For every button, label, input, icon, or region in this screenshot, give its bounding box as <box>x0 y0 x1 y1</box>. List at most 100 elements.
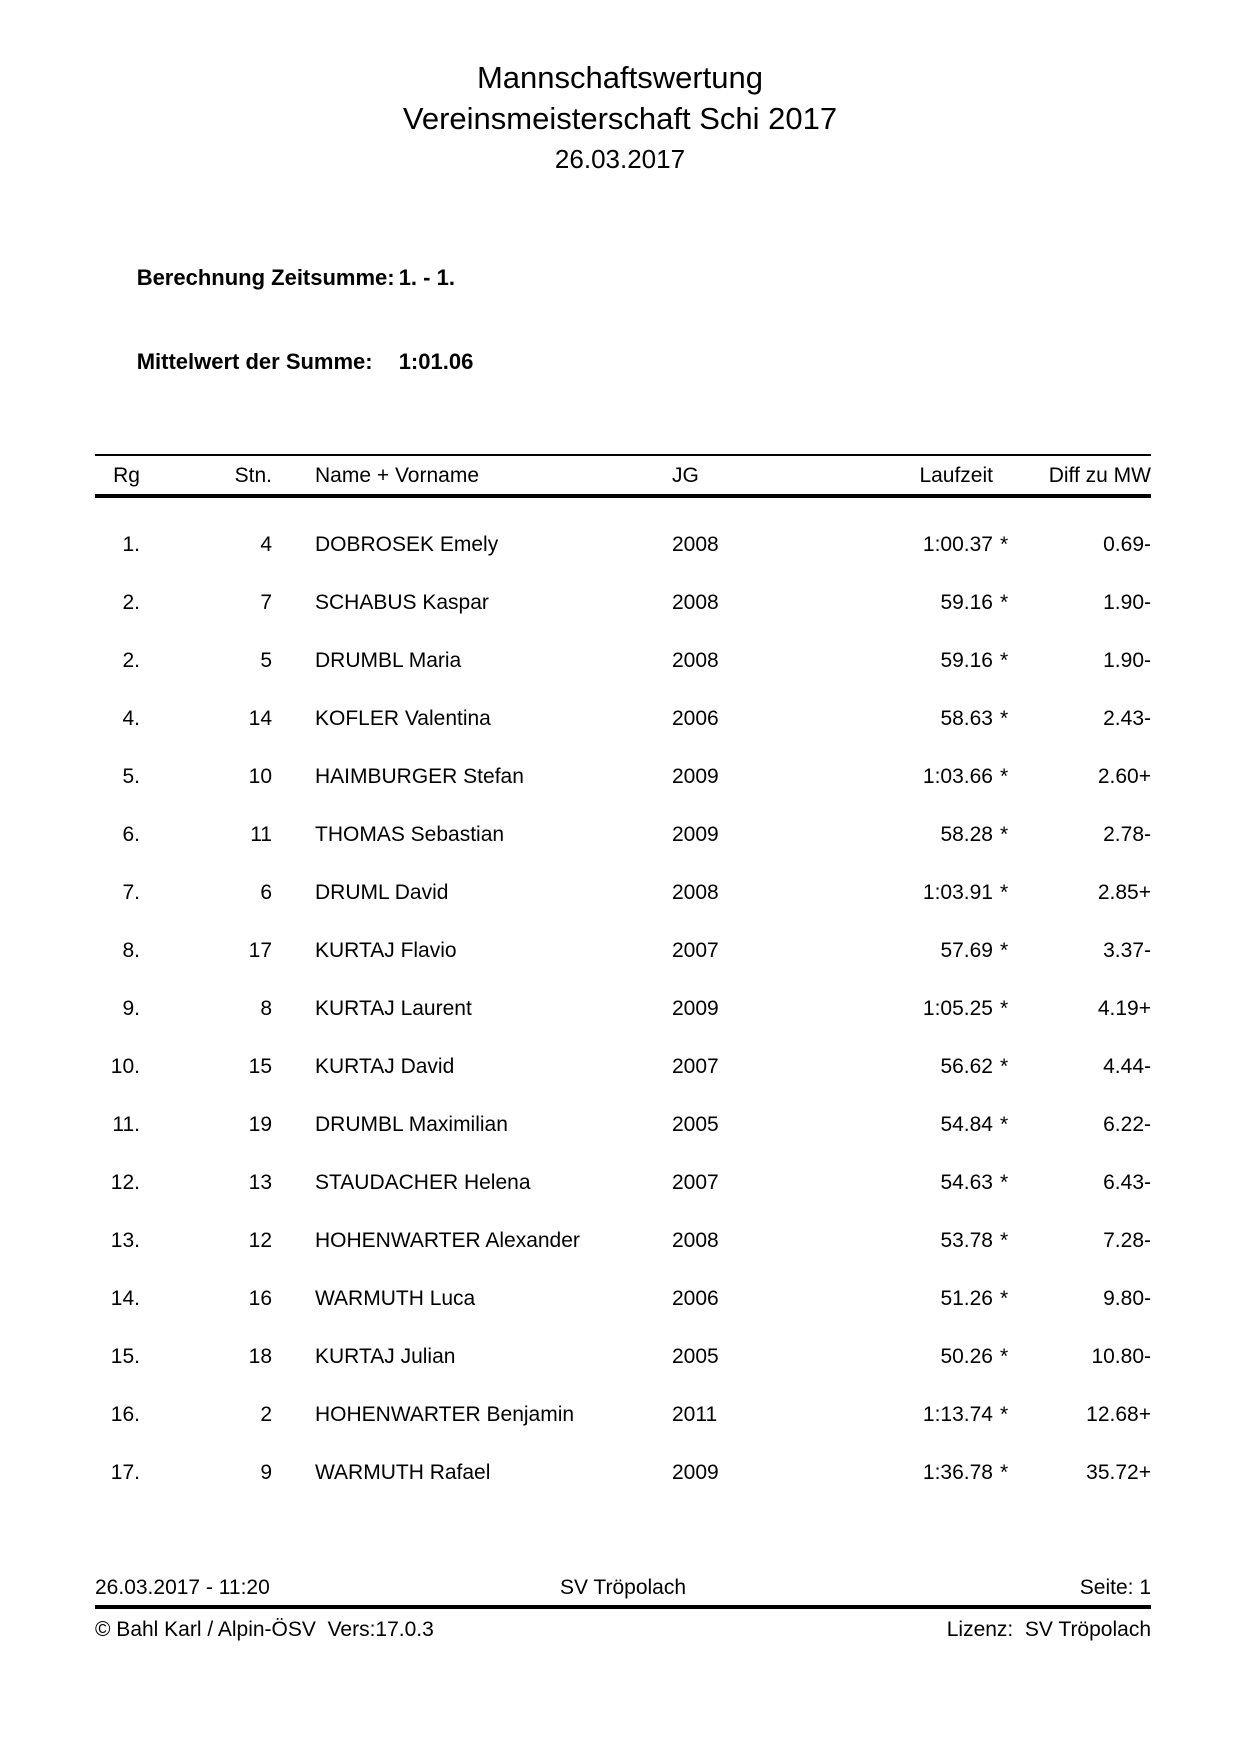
year-cell: 2006 <box>672 707 719 730</box>
diff-cell: 2.85+ <box>1097 881 1151 904</box>
header-diff: Diff zu MW <box>1048 464 1151 487</box>
rank-cell: 12. <box>110 1171 140 1194</box>
diff-cell: 0.69- <box>1103 533 1151 556</box>
time-cell: 1:05.25 <box>922 997 993 1020</box>
footer-copyright: © Bahl Karl / Alpin-ÖSV Vers:17.0.3 <box>95 1618 434 1641</box>
header-row: Rg Stn. Name + Vorname JG Laufzeit Diff … <box>95 455 1151 496</box>
rank-cell: 1. <box>122 533 140 556</box>
bib-cell: 15 <box>248 1055 272 1078</box>
table-row: 8. 17 KURTAJ Flavio 2007 57.69 * 3.37- <box>95 922 1151 980</box>
star-cell: * <box>1000 997 1009 1020</box>
bib-cell: 10 <box>248 765 272 788</box>
star-cell: * <box>1000 1171 1009 1194</box>
diff-cell: 6.22- <box>1103 1113 1151 1136</box>
star-cell: * <box>1000 823 1009 846</box>
diff-cell: 2.60+ <box>1097 765 1151 788</box>
rank-cell: 4. <box>122 707 140 730</box>
table-row: 6. 11 THOMAS Sebastian 2009 58.28 * 2.78- <box>95 806 1151 864</box>
table-row: 14. 16 WARMUTH Luca 2006 51.26 * 9.80- <box>95 1270 1151 1328</box>
diff-cell: 4.19+ <box>1097 997 1151 1020</box>
rank-cell: 2. <box>122 649 140 672</box>
name-cell: STAUDACHER Helena <box>315 1171 531 1194</box>
table-row: 2. 5 DRUMBL Maria 2008 59.16 * 1.90- <box>95 632 1151 690</box>
time-cell: 57.69 <box>940 939 993 962</box>
star-cell: * <box>1000 881 1009 904</box>
bib-cell: 5 <box>260 649 272 672</box>
rank-cell: 15. <box>110 1345 140 1368</box>
footer-license: Lizenz: SV Tröpolach <box>946 1618 1151 1641</box>
diff-cell: 2.43- <box>1103 707 1151 730</box>
calculation-summary: Berechnung Zeitsumme: 1. - 1. Mittelwert … <box>100 236 1240 404</box>
table-row: 16. 2 HOHENWARTER Benjamin 2011 1:13.74 * 12.6… <box>95 1386 1151 1444</box>
star-cell: * <box>1000 939 1009 962</box>
name-cell: KURTAJ Julian <box>315 1345 456 1368</box>
name-cell: KURTAJ David <box>315 1055 455 1078</box>
time-cell: 1:03.66 <box>922 765 993 788</box>
table-row: 7. 6 DRUML David 2008 1:03.91 * 2.85+ <box>95 864 1151 922</box>
year-cell: 2009 <box>672 765 719 788</box>
bib-cell: 11 <box>250 823 272 846</box>
name-cell: HOHENWARTER Alexander <box>315 1229 580 1252</box>
name-cell: DRUML David <box>315 881 449 904</box>
star-cell: * <box>1000 765 1009 788</box>
footer-page: Seite: 1 <box>1079 1576 1151 1599</box>
mean-value: 1:01.06 <box>398 349 474 374</box>
year-cell: 2011 <box>672 1403 718 1426</box>
time-cell: 53.78 <box>940 1229 993 1252</box>
diff-cell: 10.80- <box>1091 1345 1151 1368</box>
rank-cell: 8. <box>122 939 140 962</box>
header-rank: Rg <box>113 464 140 487</box>
name-cell: THOMAS Sebastian <box>315 823 505 846</box>
bib-cell: 13 <box>248 1171 272 1194</box>
year-cell: 2009 <box>672 823 719 846</box>
year-cell: 2008 <box>672 649 719 672</box>
time-cell: 58.63 <box>940 707 993 730</box>
table-row: 15. 18 KURTAJ Julian 2005 50.26 * 10.80- <box>95 1328 1151 1386</box>
bib-cell: 7 <box>260 591 272 614</box>
table-row: 13. 12 HOHENWARTER Alexander 2008 53.78 * 7.28… <box>95 1212 1151 1270</box>
name-cell: HOHENWARTER Benjamin <box>315 1403 575 1426</box>
diff-cell: 12.68+ <box>1086 1403 1151 1426</box>
star-cell: * <box>1000 591 1009 614</box>
year-cell: 2008 <box>672 591 719 614</box>
name-cell: KURTAJ Flavio <box>315 939 457 962</box>
results-header: Rg Stn. Name + Vorname JG Laufzeit Diff … <box>95 455 1151 496</box>
page-footer: 26.03.2017 - 11:20 SV Tröpolach Seite: 1… <box>95 1576 1151 1642</box>
bib-cell: 16 <box>248 1287 272 1310</box>
year-cell: 2009 <box>672 1461 719 1484</box>
rank-cell: 6. <box>122 823 140 846</box>
table-row: 4. 14 KOFLER Valentina 2006 58.63 * 2.43- <box>95 690 1151 748</box>
star-cell: * <box>1000 1345 1009 1368</box>
mean-label: Mittelwert der Summe: <box>136 349 373 374</box>
time-cell: 1:36.78 <box>922 1461 993 1484</box>
bib-cell: 19 <box>248 1113 272 1136</box>
diff-cell: 2.78- <box>1103 823 1151 846</box>
year-cell: 2007 <box>672 939 719 962</box>
rank-cell: 13. <box>110 1229 140 1252</box>
name-cell: WARMUTH Rafael <box>315 1461 491 1484</box>
name-cell: KOFLER Valentina <box>315 707 491 730</box>
year-cell: 2008 <box>672 881 719 904</box>
name-cell: KURTAJ Laurent <box>315 997 472 1020</box>
star-cell: * <box>1000 1229 1009 1252</box>
diff-cell: 6.43- <box>1103 1171 1151 1194</box>
rank-cell: 11. <box>112 1113 140 1136</box>
bib-cell: 14 <box>248 707 272 730</box>
results-tbody: 1. 4 DOBROSEK Emely 2008 1:00.37 * 0.69- 2. 7 SCH… <box>95 496 1151 1502</box>
diff-cell: 9.80- <box>1103 1287 1151 1310</box>
star-cell: * <box>1000 649 1009 672</box>
star-cell: * <box>1000 707 1009 730</box>
table-row: 10. 15 KURTAJ David 2007 56.62 * 4.44- <box>95 1038 1151 1096</box>
footer-info-row: 26.03.2017 - 11:20 SV Tröpolach Seite: 1 <box>95 1576 1151 1600</box>
year-cell: 2005 <box>672 1113 719 1136</box>
bib-cell: 8 <box>260 997 272 1020</box>
table-row: 2. 7 SCHABUS Kaspar 2008 59.16 * 1.90- <box>95 574 1151 632</box>
table-row: 9. 8 KURTAJ Laurent 2009 1:05.25 * 4.19+ <box>95 980 1151 1038</box>
header-star <box>993 455 1018 496</box>
results-table: Rg Stn. Name + Vorname JG Laufzeit Diff … <box>95 454 1151 1502</box>
diff-cell: 1.90- <box>1103 591 1151 614</box>
year-cell: 2008 <box>672 533 719 556</box>
calc-row: Berechnung Zeitsumme: 1. - 1. <box>100 236 1240 320</box>
header-bib: Stn. <box>234 464 272 487</box>
bib-cell: 6 <box>260 881 272 904</box>
